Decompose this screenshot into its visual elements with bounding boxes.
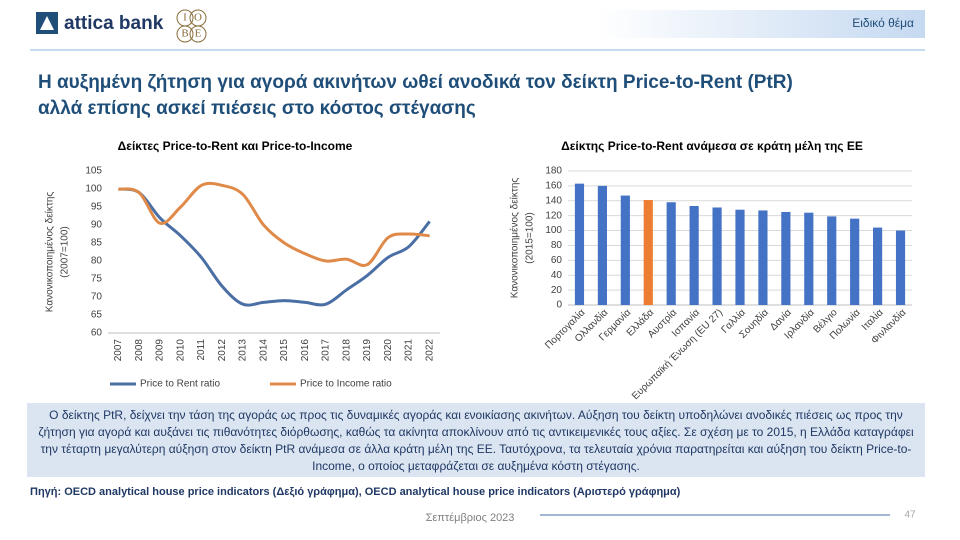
- bar: [827, 216, 837, 305]
- page-number: 47: [904, 510, 916, 521]
- y-axis-label: (2007=100): [60, 226, 71, 277]
- x-tick-label: 2014: [258, 339, 269, 362]
- y-tick-label: 70: [91, 292, 103, 303]
- y-tick-label: 100: [545, 225, 562, 236]
- slide-title: Η αυξημένη ζήτηση για αγορά ακινήτων ωθε…: [38, 72, 793, 93]
- chart-title: Δείκτης Price-to-Rent ανάμεσα σε κράτη μ…: [561, 139, 863, 153]
- bar: [735, 209, 745, 305]
- legend-label: Price to Rent ratio: [140, 379, 220, 390]
- bar: [712, 207, 722, 305]
- y-tick-label: 40: [551, 270, 563, 281]
- iobe-circle: [176, 25, 194, 43]
- y-tick-label: 160: [545, 181, 562, 192]
- y-tick-label: 85: [91, 238, 103, 249]
- iobe-letter: Ε: [195, 28, 202, 40]
- chart-title: Δείκτες Price-to-Rent και Price-to-Incom…: [118, 139, 353, 153]
- y-tick-label: 180: [545, 166, 562, 177]
- x-tick-label: 2013: [238, 339, 249, 362]
- y-tick-label: 95: [91, 202, 103, 213]
- bar: [620, 195, 630, 305]
- y-tick-label: 105: [85, 166, 102, 177]
- y-axis-label: Κανονικοποιημένος δείκτης: [44, 192, 56, 313]
- summary-text: Ο δείκτης PtR, δείχνει την τάση της αγορ…: [27, 403, 925, 477]
- y-tick-label: 100: [85, 184, 102, 195]
- x-tick-label: 2011: [196, 339, 207, 361]
- y-tick-label: 60: [551, 255, 563, 266]
- x-tick-label: 2015: [279, 339, 290, 362]
- y-tick-label: 140: [545, 195, 562, 206]
- x-tick-label: 2010: [175, 339, 186, 362]
- y-tick-label: 60: [91, 328, 103, 339]
- x-tick-label: 2019: [362, 339, 373, 362]
- logo-mark: [40, 16, 54, 30]
- iobe-letter: Ι: [183, 12, 187, 24]
- y-tick-label: 65: [91, 310, 103, 321]
- line: [118, 187, 431, 307]
- bar: [895, 230, 906, 305]
- x-tick-label: 2008: [134, 339, 145, 362]
- x-tick-label: 2021: [404, 339, 415, 362]
- header-band: [597, 10, 925, 38]
- bar: [689, 205, 699, 305]
- bar: [643, 200, 653, 305]
- logo-text: attica bank: [64, 13, 164, 34]
- x-tick-label: 2020: [383, 339, 394, 362]
- bar: [666, 202, 676, 305]
- y-tick-label: 90: [91, 220, 103, 231]
- footer-date: Σεπτέμβριος 2023: [426, 512, 515, 524]
- y-tick-label: 80: [551, 240, 563, 251]
- bar: [597, 185, 607, 305]
- y-tick-label: 75: [91, 274, 103, 285]
- iobe-letter: Ο: [194, 12, 202, 24]
- source-note: Πηγή: OECD analytical house price indica…: [30, 486, 681, 498]
- x-tick-label: 2018: [341, 339, 352, 362]
- bar: [850, 218, 860, 305]
- y-tick-label: 20: [551, 285, 563, 296]
- slide-title: αλλά επίσης ασκεί πιέσεις στο κόστος στέ…: [38, 98, 476, 119]
- y-axis-label: Κανονικοποιημένος δείκτης: [509, 178, 521, 299]
- y-axis-label: (2015=100): [525, 212, 536, 263]
- bar: [574, 183, 585, 305]
- line: [118, 181, 430, 267]
- bar: [804, 212, 814, 305]
- x-tick-label: 2009: [155, 339, 166, 362]
- legend-label: Price to Income ratio: [300, 379, 392, 390]
- y-tick-label: 120: [545, 210, 562, 221]
- header-tag: Ειδικό θέμα: [852, 16, 914, 30]
- y-tick-label: 80: [91, 256, 103, 267]
- bar: [873, 227, 883, 305]
- bar: [758, 210, 768, 305]
- iobe-circle: [189, 25, 207, 43]
- x-tick-label: 2016: [300, 339, 311, 362]
- x-tick-label: 2007: [113, 339, 124, 362]
- x-tick-label: 2012: [217, 339, 228, 362]
- x-tick-label: 2017: [321, 339, 332, 362]
- iobe-letter: Β: [181, 28, 188, 40]
- x-tick-label: 2022: [424, 339, 435, 362]
- bar: [781, 211, 791, 305]
- y-tick-label: 0: [556, 300, 562, 311]
